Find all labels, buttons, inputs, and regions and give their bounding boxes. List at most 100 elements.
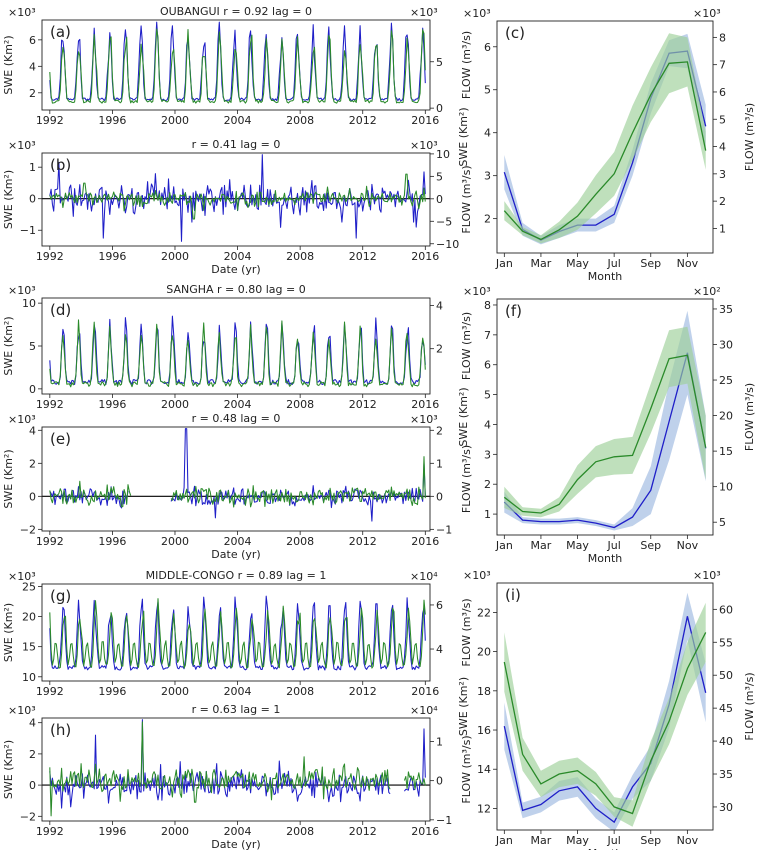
panel-c: Jan Mar May Jul Sep Nov 2 3 4 5 6 1 2 3 4 5 6 7 8 ×10³ ×10³ (… (457, 7, 756, 283)
y-right-tick-label: 1 (719, 222, 726, 235)
y-left-tick-label: 1 (484, 508, 491, 521)
y-left-tick-label: 0 (29, 193, 36, 206)
swe-line (49, 428, 426, 522)
x-tick-label: 2016 (411, 398, 439, 411)
flow-line (49, 28, 426, 104)
y-left-tick-label: 0 (29, 779, 36, 792)
y-right-tick-label: −10 (436, 238, 459, 251)
y-right-axis-label: FLOW (m³/s) (460, 598, 473, 666)
y-left-tick-label: −2 (20, 810, 36, 823)
y-left-tick-label: 5 (484, 84, 491, 97)
y-left-exponent: ×10³ (8, 284, 36, 297)
y-right-tick-label: 4 (436, 300, 443, 313)
y-left-tick-label: 1 (29, 161, 36, 174)
flow-line (503, 61, 707, 241)
panel-a: 1992 1996 2000 2004 2008 2012 2016 2 4 6 0 5 ×10³ ×10… (2, 5, 473, 127)
x-tick-label: Nov (677, 539, 699, 552)
y-left-tick-label: 12 (477, 802, 491, 815)
y-left-tick-label: 2 (29, 748, 36, 761)
y-left-tick-label: −1 (20, 224, 36, 237)
y-right-tick-label: 5 (719, 516, 726, 529)
plot-area (49, 595, 426, 671)
x-tick-label: 2008 (286, 398, 314, 411)
x-tick-label: 1996 (98, 535, 126, 548)
y-right-tick-label: 20 (719, 410, 733, 423)
x-tick-label: Mar (531, 257, 552, 270)
y-right-tick-label: −5 (436, 215, 452, 228)
x-tick-label: 1996 (98, 685, 126, 698)
plot-area (42, 719, 430, 817)
x-axis-label: Date (yr) (211, 263, 260, 276)
plot-frame (41, 152, 431, 247)
panel-label: (e) (50, 430, 71, 448)
x-tick-label: May (566, 539, 589, 552)
x-tick-label: 1992 (36, 685, 64, 698)
panel-title: r = 0.48 lag = 0 (192, 412, 281, 425)
y-right-tick-label: 30 (719, 801, 733, 814)
x-tick-label: 2004 (224, 114, 252, 127)
panel-title: OUBANGUI r = 0.92 lag = 0 (160, 5, 312, 18)
y-right-tick-label: 7 (719, 59, 726, 72)
y-left-tick-label: 7 (484, 329, 491, 342)
x-tick-label: 2012 (349, 250, 377, 263)
x-tick-label: 1992 (36, 825, 64, 838)
y-left-tick-label: −2 (20, 523, 36, 536)
y-right-tick-label: 2 (436, 343, 443, 356)
y-left-tick-label: 5 (484, 389, 491, 402)
y-right-tick-label: 5 (719, 113, 726, 126)
y-left-tick-label: 18 (477, 685, 491, 698)
panel-e: 1992 1996 2000 2004 2008 2012 2016−2024−1012×1… (2, 412, 473, 561)
y-right-tick-label: 1 (436, 735, 443, 748)
panel-d: 1992 1996 2000 2004 2008 2012 2016 0 5 10 2 4 ×10³ SA… (2, 283, 473, 411)
y-left-axis-label: SWE (Km²) (457, 387, 470, 446)
y-right-axis-label: FLOW (m³/s) (460, 165, 473, 233)
x-axis-label: Month (588, 847, 623, 850)
y-right-axis-label: FLOW (m³/s) (743, 672, 756, 740)
x-tick-label: Jan (495, 257, 513, 270)
y-right-tick-label: 25 (719, 374, 733, 387)
y-left-tick-label: 0 (29, 383, 36, 396)
plot-frame (496, 298, 714, 536)
x-tick-label: Jul (607, 539, 621, 552)
panel-label: (i) (505, 586, 521, 604)
panel-label: (a) (50, 23, 71, 41)
x-tick-label: Sep (640, 257, 661, 270)
y-left-tick-label: 10 (22, 671, 36, 684)
y-right-exponent: ×10² (693, 285, 721, 298)
y-left-axis-label: SWE (Km²) (2, 603, 15, 662)
panel-label: (h) (50, 721, 71, 739)
plot-area (49, 315, 426, 388)
y-left-tick-label: 5 (29, 340, 36, 353)
flow-band (504, 33, 706, 244)
y-right-exponent: ×10³ (693, 7, 721, 20)
flow-band (504, 602, 706, 827)
y-right-tick-label: 6 (436, 599, 443, 612)
y-right-tick-label: 0 (436, 102, 443, 115)
y-right-tick-label: 4 (436, 643, 443, 656)
y-left-axis-label: SWE (Km²) (457, 107, 470, 166)
y-left-tick-label: 4 (29, 717, 36, 730)
x-tick-label: Jan (495, 539, 513, 552)
x-tick-label: 2008 (286, 825, 314, 838)
plot-area (503, 310, 707, 531)
y-left-exponent: ×10³ (463, 285, 491, 298)
y-right-tick-label: −1 (436, 523, 452, 536)
x-tick-label: 1996 (98, 250, 126, 263)
x-tick-label: Nov (677, 834, 699, 847)
flow-line (49, 598, 426, 669)
x-tick-label: 1992 (36, 535, 64, 548)
x-tick-label: May (566, 834, 589, 847)
swe-line (503, 352, 707, 529)
flow-line (49, 721, 426, 817)
x-tick-label: 2016 (411, 825, 439, 838)
y-left-tick-label: 3 (484, 448, 491, 461)
y-right-tick-label: 30 (719, 338, 733, 351)
x-tick-label: Mar (531, 834, 552, 847)
plot-frame (496, 582, 714, 831)
y-left-tick-label: 0 (29, 490, 36, 503)
y-right-tick-label: 60 (719, 603, 733, 616)
panel-g: 1992 1996 2000 2004 2008 2012 2016 10 15 20 25 4 6 ×1… (2, 569, 473, 698)
y-right-exponent: ×10³ (410, 413, 438, 426)
y-left-tick-label: 20 (22, 611, 36, 624)
x-tick-label: 2004 (224, 250, 252, 263)
